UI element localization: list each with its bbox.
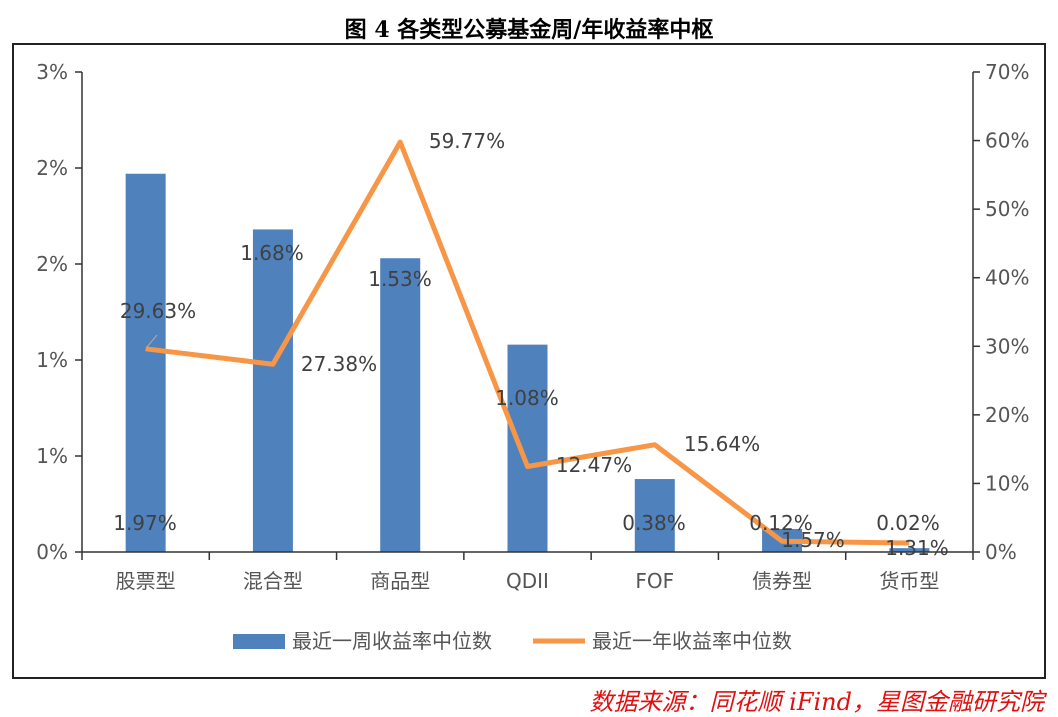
left-tick-label: 1% [36, 348, 68, 372]
left-tick-label: 0% [36, 540, 68, 564]
bar-2 [380, 258, 420, 552]
line-data-label: 12.47% [556, 453, 632, 477]
left-tick-label: 3% [36, 60, 68, 84]
left-tick-label: 2% [36, 252, 68, 276]
right-tick-label: 10% [985, 471, 1029, 495]
left-tick-label: 2% [36, 156, 68, 180]
right-tick-label: 70% [985, 60, 1029, 84]
bar-data-label: 1.97% [113, 511, 177, 535]
x-tick-label: 债券型 [752, 569, 812, 593]
line-data-label: 27.38% [301, 352, 377, 376]
x-tick-label: 股票型 [116, 569, 176, 593]
bar-data-label: 1.53% [368, 267, 432, 291]
x-tick-label: 货币型 [879, 569, 939, 593]
x-tick-label: 商品型 [370, 569, 430, 593]
x-tick-label: FOF [635, 569, 674, 593]
left-tick-label: 1% [36, 444, 68, 468]
bar-3 [508, 345, 548, 552]
line-data-label: 1.31% [885, 536, 949, 560]
right-tick-label: 50% [985, 197, 1029, 221]
line-data-label: 59.77% [429, 129, 505, 153]
bar-1 [253, 229, 293, 552]
bar-data-label: 0.38% [622, 511, 686, 535]
legend-line-label: 最近一年收益率中位数 [592, 629, 792, 653]
legend-bar-swatch [233, 634, 285, 649]
bar-data-label: 1.08% [495, 386, 559, 410]
right-tick-label: 20% [985, 403, 1029, 427]
x-tick-label: QDII [506, 569, 549, 593]
right-tick-label: 0% [985, 540, 1017, 564]
right-tick-label: 30% [985, 334, 1029, 358]
line-data-label: 29.63% [120, 299, 196, 323]
right-tick-label: 40% [985, 266, 1029, 290]
bar-data-label: 1.68% [240, 241, 304, 265]
x-tick-label: 混合型 [243, 569, 303, 593]
line-data-label: 15.64% [684, 432, 760, 456]
line-data-label: 1.57% [781, 528, 845, 552]
right-tick-label: 60% [985, 129, 1029, 153]
bar-0 [126, 174, 166, 552]
legend-bar-label: 最近一周收益率中位数 [292, 629, 492, 653]
bar-data-label: 0.02% [876, 511, 940, 535]
